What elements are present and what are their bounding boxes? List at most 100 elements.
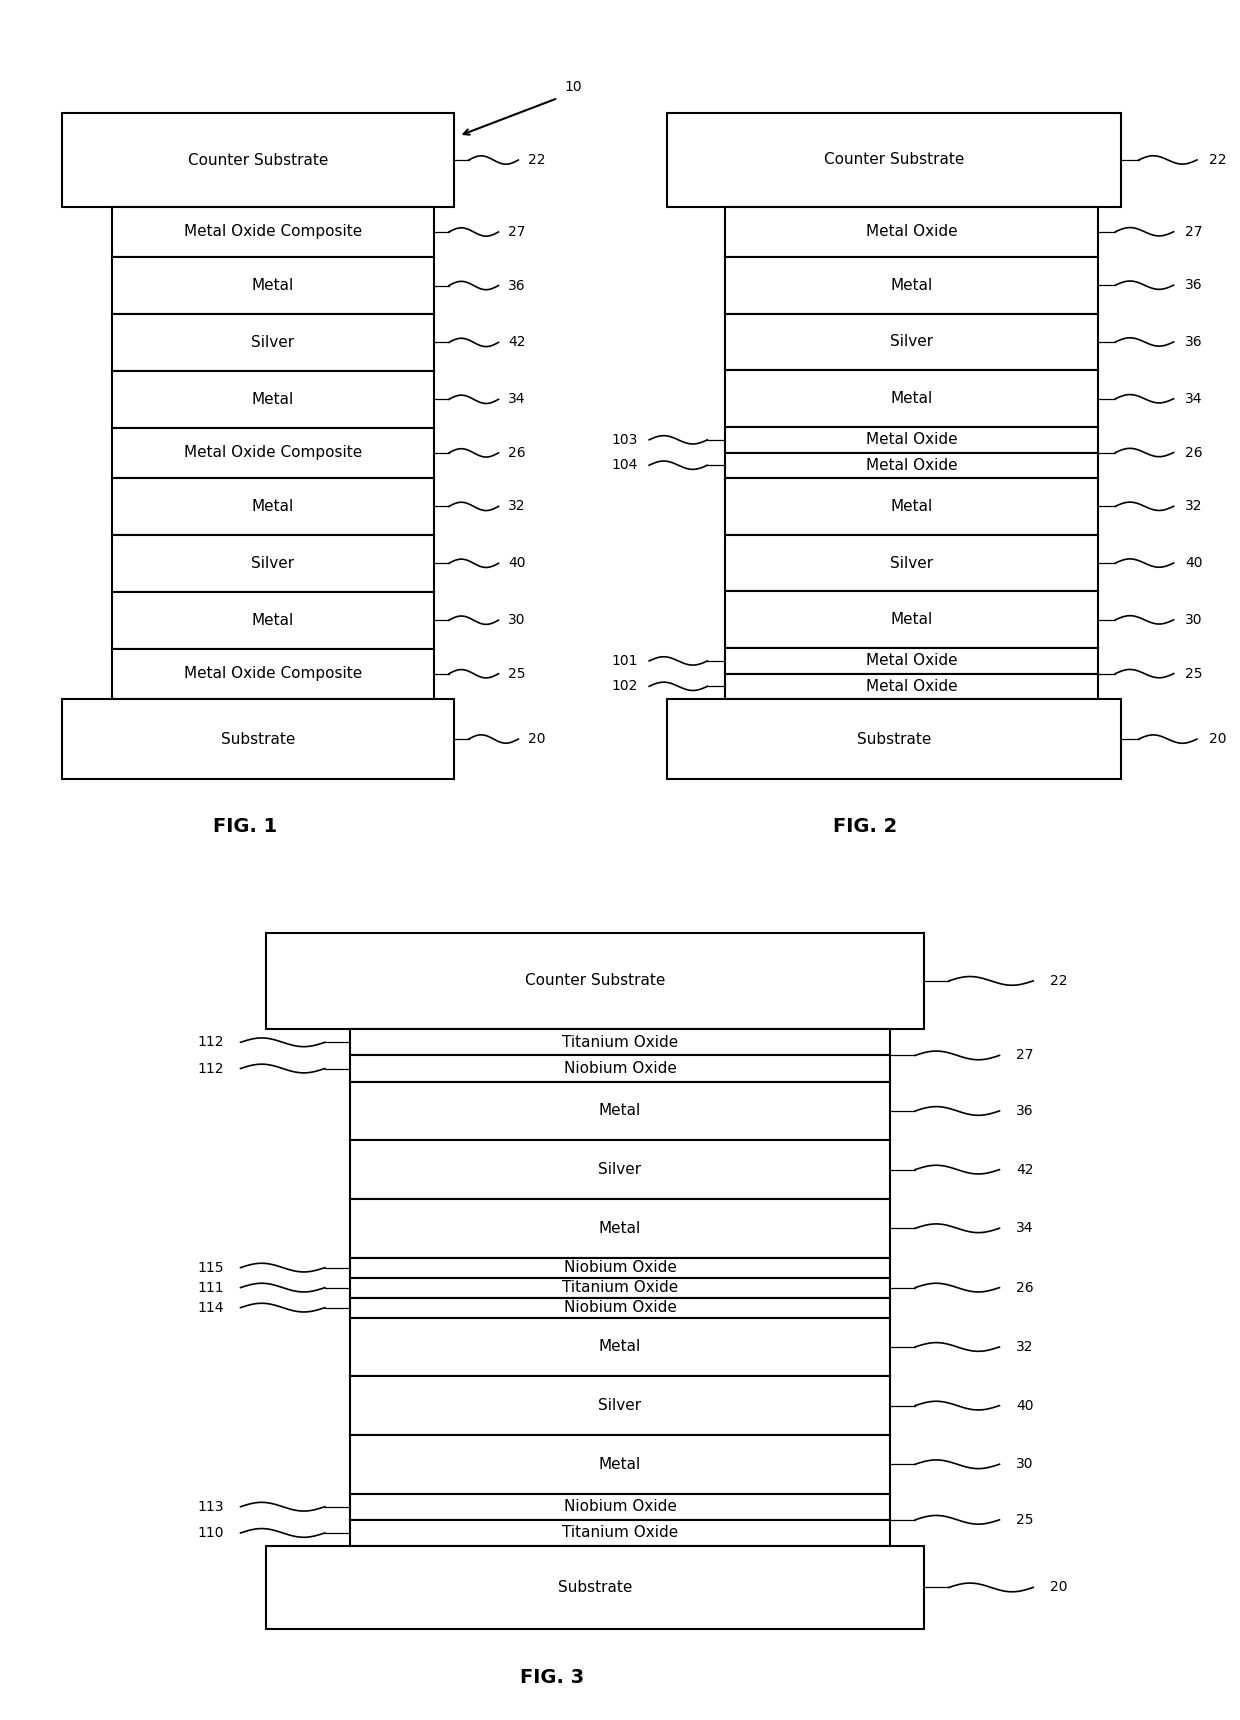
Bar: [725, 478, 1097, 535]
Text: 113: 113: [197, 1500, 223, 1514]
Text: 112: 112: [197, 1061, 223, 1075]
Text: Niobium Oxide: Niobium Oxide: [563, 1061, 677, 1077]
Text: 40: 40: [1185, 556, 1203, 569]
Text: 22: 22: [1050, 974, 1068, 987]
Bar: [725, 535, 1097, 592]
Bar: [350, 1520, 890, 1546]
Text: FIG. 1: FIG. 1: [213, 817, 278, 836]
Bar: [62, 114, 454, 206]
Text: Silver: Silver: [599, 1163, 641, 1176]
Text: 102: 102: [611, 679, 637, 693]
Text: Titanium Oxide: Titanium Oxide: [562, 1526, 678, 1541]
Text: 32: 32: [1017, 1340, 1034, 1354]
Bar: [112, 372, 434, 428]
Bar: [725, 592, 1097, 648]
Bar: [725, 256, 1097, 313]
Text: 20: 20: [528, 733, 546, 746]
Text: Metal Oxide: Metal Oxide: [866, 432, 957, 447]
Text: Substrate: Substrate: [857, 731, 931, 746]
Text: 22: 22: [1209, 153, 1226, 167]
Text: 103: 103: [611, 433, 637, 447]
Text: Metal Oxide: Metal Oxide: [866, 224, 957, 239]
Text: 112: 112: [197, 1035, 223, 1049]
Bar: [350, 1257, 890, 1278]
Text: Silver: Silver: [890, 556, 932, 571]
Text: 30: 30: [508, 614, 526, 628]
Text: Silver: Silver: [252, 335, 294, 349]
Bar: [725, 648, 1097, 674]
Bar: [350, 1376, 890, 1434]
Text: Metal: Metal: [252, 279, 294, 292]
Text: 110: 110: [197, 1526, 223, 1539]
Text: 114: 114: [197, 1300, 223, 1314]
Bar: [667, 114, 1121, 206]
Text: Silver: Silver: [599, 1398, 641, 1414]
Text: 27: 27: [1185, 225, 1203, 239]
Text: Metal Oxide Composite: Metal Oxide Composite: [184, 445, 362, 461]
Text: 42: 42: [508, 335, 526, 349]
Text: 25: 25: [1017, 1514, 1034, 1527]
Bar: [350, 1140, 890, 1199]
Bar: [112, 478, 434, 535]
Text: 25: 25: [1185, 667, 1203, 681]
Text: Metal Oxide Composite: Metal Oxide Composite: [184, 225, 362, 239]
Text: 34: 34: [1185, 392, 1203, 406]
Text: Counter Substrate: Counter Substrate: [525, 974, 665, 989]
Text: Metal Oxide: Metal Oxide: [866, 458, 957, 473]
Bar: [265, 1546, 924, 1629]
Text: 26: 26: [508, 445, 526, 459]
Text: 36: 36: [1185, 279, 1203, 292]
Bar: [350, 1434, 890, 1493]
Text: Silver: Silver: [890, 334, 932, 349]
Text: 27: 27: [508, 225, 526, 239]
Text: 20: 20: [1209, 733, 1226, 746]
Text: Metal: Metal: [890, 612, 932, 628]
Text: 104: 104: [611, 458, 637, 473]
Text: 111: 111: [197, 1281, 223, 1295]
Text: Substrate: Substrate: [221, 731, 295, 746]
Text: Counter Substrate: Counter Substrate: [823, 153, 965, 167]
Text: Metal Oxide: Metal Oxide: [866, 654, 957, 669]
Text: Metal: Metal: [890, 390, 932, 406]
Text: 42: 42: [1017, 1163, 1034, 1176]
Bar: [350, 1029, 890, 1056]
Text: 30: 30: [1017, 1457, 1034, 1471]
Bar: [112, 648, 434, 698]
Bar: [350, 1297, 890, 1318]
Bar: [725, 313, 1097, 370]
Text: Metal: Metal: [252, 612, 294, 628]
Text: Metal: Metal: [599, 1221, 641, 1235]
Text: 101: 101: [611, 654, 637, 667]
Text: 36: 36: [1017, 1104, 1034, 1118]
Text: Niobium Oxide: Niobium Oxide: [563, 1261, 677, 1275]
Text: Niobium Oxide: Niobium Oxide: [563, 1300, 677, 1316]
Text: Metal Oxide Composite: Metal Oxide Composite: [184, 666, 362, 681]
Bar: [725, 370, 1097, 427]
Text: FIG. 3: FIG. 3: [521, 1668, 584, 1687]
Text: 32: 32: [508, 499, 526, 513]
Bar: [350, 1056, 890, 1082]
Bar: [725, 674, 1097, 698]
Bar: [725, 427, 1097, 452]
Bar: [350, 1493, 890, 1520]
Bar: [725, 452, 1097, 478]
Text: 27: 27: [1017, 1049, 1034, 1063]
Text: 36: 36: [1185, 335, 1203, 349]
Text: Metal Oxide: Metal Oxide: [866, 679, 957, 693]
Bar: [350, 1199, 890, 1257]
Text: 10: 10: [564, 79, 582, 93]
Text: 30: 30: [1185, 612, 1203, 626]
Text: Metal: Metal: [890, 277, 932, 292]
Text: FIG. 2: FIG. 2: [832, 817, 897, 836]
Text: Silver: Silver: [252, 556, 294, 571]
Text: Titanium Oxide: Titanium Oxide: [562, 1035, 678, 1049]
Text: Metal: Metal: [599, 1457, 641, 1472]
Text: 22: 22: [528, 153, 546, 167]
Bar: [725, 206, 1097, 256]
Text: 20: 20: [1050, 1581, 1068, 1594]
Text: Counter Substrate: Counter Substrate: [187, 153, 329, 167]
Text: Metal: Metal: [890, 499, 932, 514]
Bar: [112, 206, 434, 256]
Text: Titanium Oxide: Titanium Oxide: [562, 1280, 678, 1295]
Bar: [112, 592, 434, 648]
